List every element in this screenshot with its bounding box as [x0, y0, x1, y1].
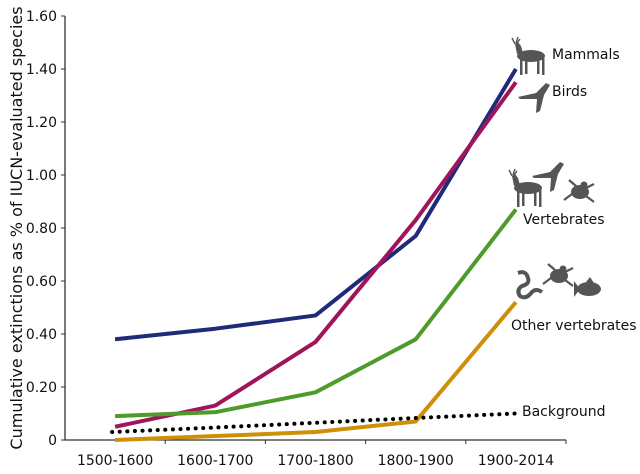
series-label-background: Background — [522, 404, 606, 420]
y-tick-label: 0.80 — [26, 221, 57, 237]
snake-icon — [516, 270, 544, 300]
y-tick-label: 0.20 — [26, 380, 57, 396]
series-label-birds: Birds — [552, 84, 587, 100]
x-tick-label: 1600-1700 — [177, 453, 253, 469]
y-tick-label: 1.00 — [26, 168, 57, 184]
series-label-vertebrates: Vertebrates — [523, 212, 605, 228]
series-line-other-vertebrates — [115, 300, 518, 442]
deer-icon — [508, 168, 542, 207]
deer-icon — [511, 36, 545, 75]
y-tick-label: 0 — [48, 433, 57, 449]
fish-icon — [574, 277, 601, 297]
frog-icon — [563, 179, 595, 203]
y-tick-label: 1.40 — [26, 62, 57, 78]
series-line-background — [110, 411, 518, 435]
x-tick-label: 1500-1600 — [77, 453, 153, 469]
x-tick-label: 1900-2014 — [478, 453, 554, 469]
series-label-other-vertebrates: Other vertebrates — [511, 318, 637, 334]
series-line-vertebrates — [115, 208, 518, 419]
x-tick-label: 1700-1800 — [277, 453, 353, 469]
y-tick-label: 1.20 — [26, 115, 57, 131]
y-tick-label: 0.60 — [26, 274, 57, 290]
y-tick-label: 1.60 — [26, 9, 57, 25]
series-label-mammals: Mammals — [552, 47, 620, 63]
y-axis-label: Cumulative extinctions as % of IUCN-eval… — [7, 6, 26, 449]
bird-icon — [518, 83, 550, 113]
y-tick-label: 0.40 — [26, 327, 57, 343]
frog-icon — [542, 263, 574, 287]
bird-icon — [532, 162, 564, 192]
series-line-mammals — [114, 67, 518, 342]
x-tick-label: 1800-1900 — [378, 453, 454, 469]
